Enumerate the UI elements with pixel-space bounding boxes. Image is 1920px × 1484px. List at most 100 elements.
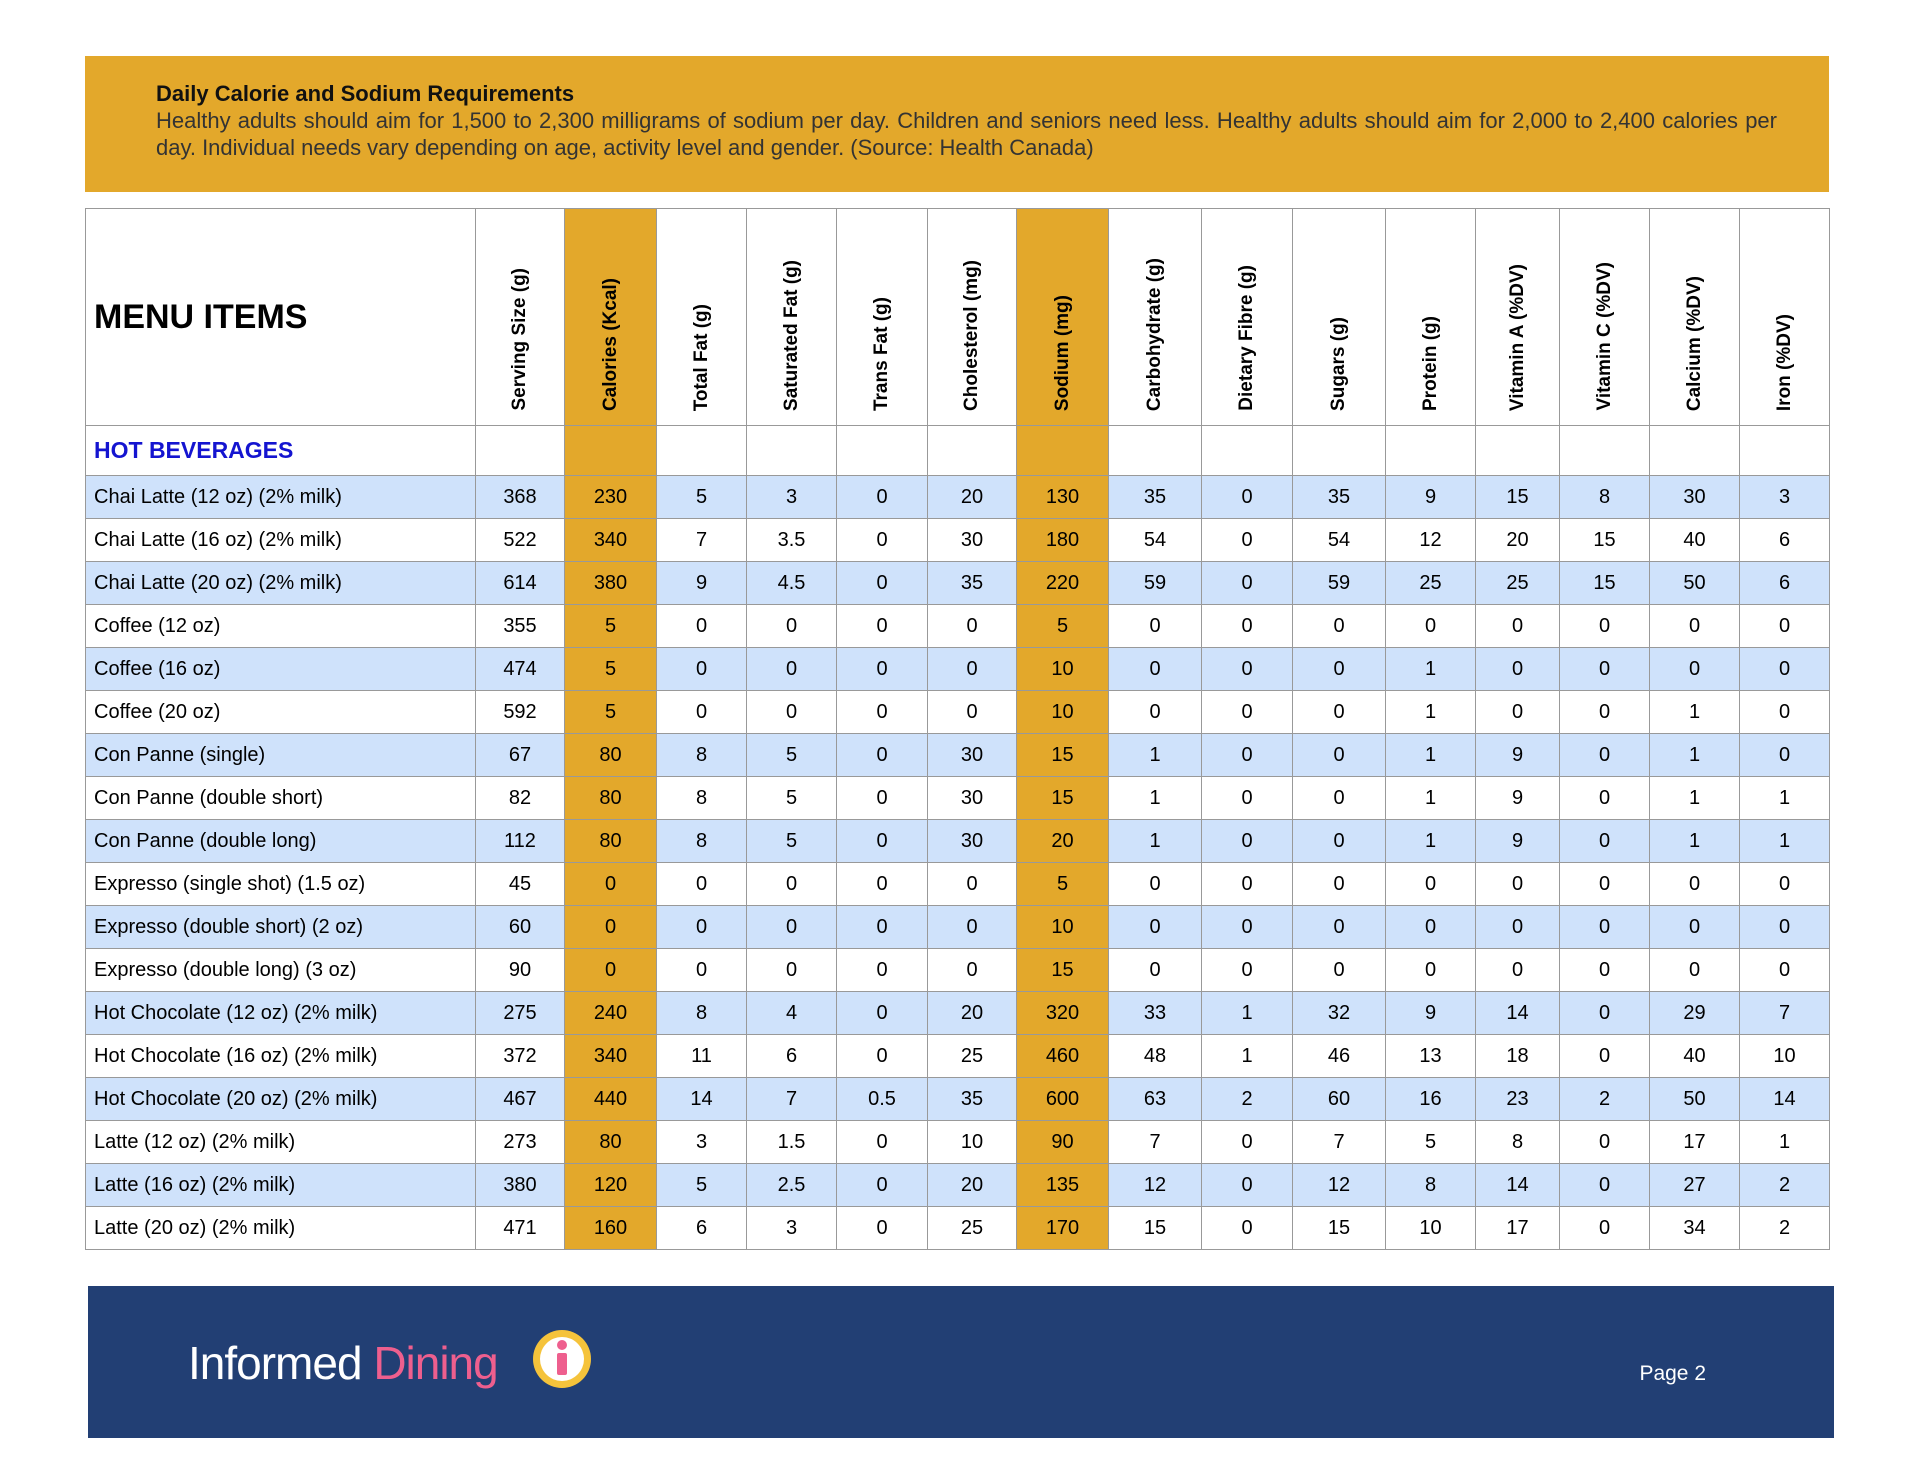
cell: 0: [1385, 604, 1476, 648]
cell: 8: [656, 776, 747, 820]
cell: 340: [564, 1034, 657, 1078]
cell: 15: [1559, 518, 1650, 562]
cell: 25: [927, 1034, 1017, 1078]
item-name: Con Panne (single): [85, 733, 476, 777]
column-header: Calcium (%DV): [1649, 208, 1740, 426]
cell: 0: [564, 862, 657, 906]
cell: 5: [746, 776, 837, 820]
cell: 0: [1201, 776, 1293, 820]
column-header: Trans Fat (g): [836, 208, 928, 426]
cell: 0: [836, 604, 928, 648]
cell: 0: [1292, 690, 1386, 734]
item-name: Coffee (16 oz): [85, 647, 476, 691]
cell: 6: [656, 1206, 747, 1250]
cell: 4: [746, 991, 837, 1035]
cell: 0: [1649, 604, 1740, 648]
empty-cell: [475, 425, 565, 476]
cell: 18: [1475, 1034, 1560, 1078]
empty-cell: [927, 425, 1017, 476]
cell: 6: [1739, 561, 1830, 605]
cell: 0: [1201, 647, 1293, 691]
cell: 0: [1201, 1206, 1293, 1250]
item-name: Con Panne (double short): [85, 776, 476, 820]
logo-word: Dining: [373, 1337, 498, 1389]
cell: 6: [1739, 518, 1830, 562]
cell: 80: [564, 819, 657, 863]
item-name: Hot Chocolate (16 oz) (2% milk): [85, 1034, 476, 1078]
item-name: Expresso (double long) (3 oz): [85, 948, 476, 992]
cell: 0: [1739, 647, 1830, 691]
cell: 1: [1739, 819, 1830, 863]
empty-cell: [746, 425, 837, 476]
cell: 17: [1475, 1206, 1560, 1250]
table-row: Chai Latte (16 oz) (2% milk) 522 340 7 3.5 0 3…: [85, 518, 1830, 562]
table-row: Latte (12 oz) (2% milk) 273 80 3 1.5 0 10 90 7 0 7…: [85, 1120, 1830, 1164]
cell: 0: [927, 862, 1017, 906]
cell: 0: [1559, 647, 1650, 691]
cell: 5: [746, 733, 837, 777]
info-banner: Daily Calorie and Sodium Requirements He…: [85, 56, 1829, 192]
cell: 50: [1649, 561, 1740, 605]
cell: 60: [475, 905, 565, 949]
cell: 0: [1559, 948, 1650, 992]
column-header: Calories (Kcal): [564, 208, 657, 426]
column-label: Total Fat (g): [690, 303, 712, 411]
cell: 2: [1559, 1077, 1650, 1121]
cell: 0: [836, 819, 928, 863]
cell: 380: [564, 561, 657, 605]
cell: 0: [1108, 948, 1202, 992]
cell: 0: [836, 991, 928, 1035]
cell: 0: [1739, 948, 1830, 992]
cell: 1: [1739, 1120, 1830, 1164]
cell: 10: [927, 1120, 1017, 1164]
item-name: Expresso (double short) (2 oz): [85, 905, 476, 949]
item-name: Hot Chocolate (12 oz) (2% milk): [85, 991, 476, 1035]
cell: 3.5: [746, 518, 837, 562]
cell: 25: [927, 1206, 1017, 1250]
column-header: Iron (%DV): [1739, 208, 1830, 426]
cell: 230: [564, 475, 657, 519]
cell: 0: [746, 948, 837, 992]
item-name: Coffee (20 oz): [85, 690, 476, 734]
cell: 45: [475, 862, 565, 906]
cell: 1: [1385, 733, 1476, 777]
cell: 80: [564, 776, 657, 820]
item-name: Latte (20 oz) (2% milk): [85, 1206, 476, 1250]
cell: 5: [564, 647, 657, 691]
cell: 3: [746, 475, 837, 519]
cell: 0: [1559, 862, 1650, 906]
cell: 35: [1292, 475, 1386, 519]
cell: 0: [1559, 905, 1650, 949]
cell: 0: [1559, 690, 1650, 734]
cell: 0: [1385, 948, 1476, 992]
cell: 48: [1108, 1034, 1202, 1078]
cell: 11: [656, 1034, 747, 1078]
cell: 0: [1739, 604, 1830, 648]
cell: 10: [1016, 690, 1109, 734]
cell: 112: [475, 819, 565, 863]
cell: 35: [927, 1077, 1017, 1121]
empty-cell: [1385, 425, 1476, 476]
table-row: Latte (16 oz) (2% milk) 380 120 5 2.5 0 20 135 1…: [85, 1163, 1830, 1207]
table-row: Hot Chocolate (16 oz) (2% milk) 372 340 11 6…: [85, 1034, 1830, 1078]
cell: 4.5: [746, 561, 837, 605]
column-label: Saturated Fat (g): [780, 260, 802, 411]
cell: 0: [1475, 905, 1560, 949]
column-label: Cholesterol (mg): [961, 260, 982, 411]
item-name: Latte (16 oz) (2% milk): [85, 1163, 476, 1207]
cell: 0: [656, 862, 747, 906]
cell: 30: [927, 819, 1017, 863]
column-header: Sodium (mg): [1016, 208, 1109, 426]
cell: 13: [1385, 1034, 1476, 1078]
column-label: Iron (%DV): [1773, 313, 1795, 411]
item-name: Chai Latte (16 oz) (2% milk): [85, 518, 476, 562]
cell: 12: [1108, 1163, 1202, 1207]
cell: 320: [1016, 991, 1109, 1035]
table-row: Expresso (double long) (3 oz) 90 0 0 0 0 0 15 0 0…: [85, 948, 1830, 992]
cell: 54: [1292, 518, 1386, 562]
cell: 0: [1559, 819, 1650, 863]
item-name: Chai Latte (12 oz) (2% milk): [85, 475, 476, 519]
cell: 0: [836, 1034, 928, 1078]
cell: 0: [1559, 776, 1650, 820]
cell: 0: [1559, 991, 1650, 1035]
